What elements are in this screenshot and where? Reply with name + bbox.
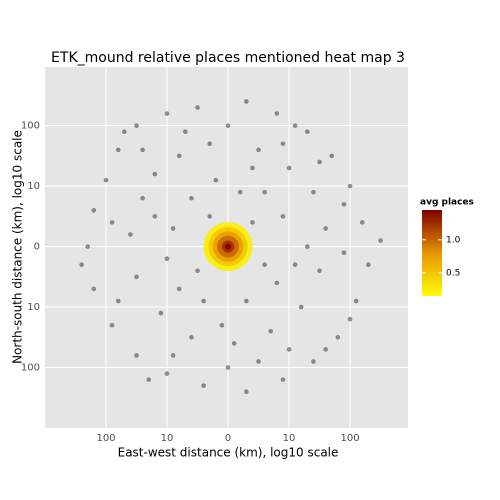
chart-title: ETK_mound relative places mentioned heat… [51,50,405,66]
point [335,334,341,340]
point [115,298,121,304]
point [298,304,304,310]
point [115,147,121,153]
point [183,129,188,135]
point [317,159,322,165]
point [140,195,145,201]
point [280,141,286,147]
point [274,111,280,116]
point [134,353,139,358]
point [292,123,298,128]
point [347,183,353,189]
y-tick-label: 10 [27,302,40,313]
point [146,377,152,382]
point [359,220,365,225]
point [323,226,328,231]
point [122,129,127,135]
point [176,286,182,292]
point [231,341,237,346]
point [164,111,170,116]
heat-level [224,243,232,250]
point [109,322,115,328]
point [305,129,310,135]
y-tick-label: 100 [21,121,40,132]
x-tick-label: 100 [96,433,115,444]
point [195,268,200,274]
point [219,322,225,328]
point [152,214,158,219]
point [225,365,231,370]
point [305,244,310,249]
point [274,280,280,286]
point [128,232,133,237]
point [262,262,267,268]
x-tick-label: 10 [283,433,296,444]
x-tick-label: 10 [161,433,174,444]
y-tick-label: 10 [27,181,40,192]
point [250,165,255,171]
point [134,123,139,128]
point [207,214,213,219]
point [366,262,371,268]
point [91,286,97,292]
colorbar-label: 0.5 [446,268,460,278]
point [158,310,164,316]
point [176,153,182,159]
point [256,359,261,364]
colorbar-label: 1.0 [446,235,461,245]
x-axis-label: East-west distance (km), log10 scale [118,446,339,460]
point [91,208,97,213]
point [268,328,274,334]
point [353,298,359,304]
point [323,347,328,352]
point [286,165,292,171]
point [347,316,353,322]
point [225,123,231,128]
x-tick-label: 0 [225,433,231,444]
point [280,377,286,382]
point [280,214,286,219]
point [164,256,170,261]
point [164,371,170,376]
point [311,359,316,364]
legend-title: avg places [420,198,474,208]
point [256,147,261,153]
point [329,153,335,159]
point [292,262,298,268]
point [244,298,249,304]
point [85,244,91,249]
point [109,220,115,225]
y-axis-label: North-south distance (km), log10 scale [11,130,25,364]
point [170,226,176,231]
point [195,105,200,110]
point [311,189,316,195]
point [79,262,84,268]
point [262,189,267,195]
y-tick-label: 0 [34,242,40,253]
x-tick-label: 100 [340,433,359,444]
point [341,201,347,207]
point [189,334,194,340]
point [201,298,206,304]
colorbar [422,210,442,296]
point [237,189,243,195]
point [103,177,109,183]
y-tick-label: 100 [21,363,40,374]
point [189,195,194,201]
point [244,389,249,395]
point [207,141,213,147]
point [378,238,383,243]
point [341,250,347,255]
point [286,347,292,352]
point [152,171,158,177]
point [317,268,322,274]
point [250,220,255,225]
point [201,383,206,388]
point [213,177,219,183]
point [170,353,176,358]
point [134,274,139,280]
point [140,147,145,153]
point [244,99,249,104]
